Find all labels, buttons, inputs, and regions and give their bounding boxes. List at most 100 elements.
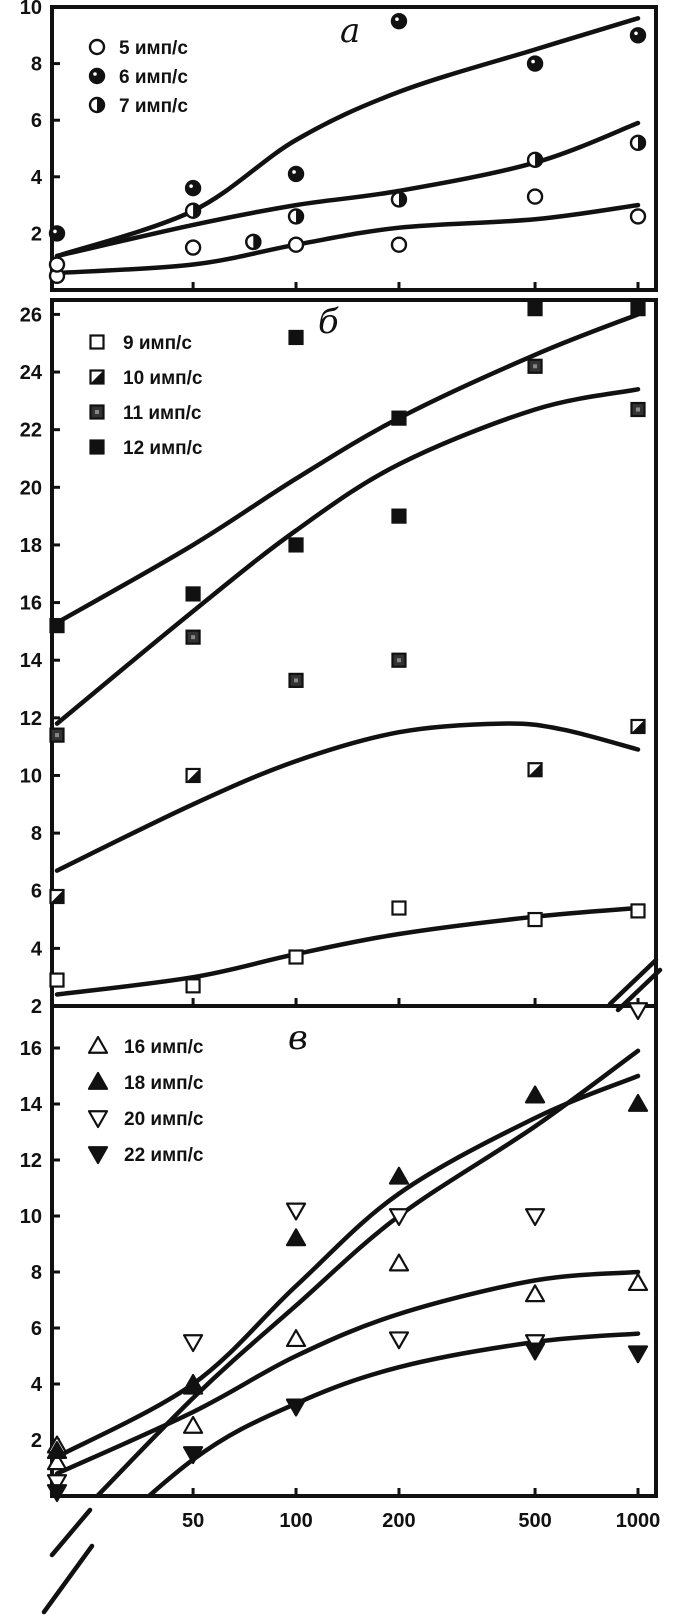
data-point — [391, 652, 407, 668]
fit-curve — [145, 1331, 641, 1496]
fit-curve — [54, 905, 641, 997]
fit-curve — [54, 1073, 641, 1460]
data-point — [391, 410, 407, 426]
fit-curve — [54, 721, 641, 873]
data-point — [388, 1253, 410, 1272]
legend-marker — [88, 96, 106, 114]
fit-curve — [54, 387, 641, 726]
x-tick-label: 100 — [279, 1510, 312, 1532]
data-point — [526, 55, 544, 72]
data-point — [285, 1398, 307, 1417]
legend-label: 11 имп/с — [123, 403, 202, 424]
data-point — [524, 1284, 546, 1303]
data-point — [524, 1208, 546, 1227]
data-point — [287, 236, 305, 253]
legend-label: 12 имп/с — [123, 438, 203, 459]
y-tick-label: 4 — [31, 167, 43, 189]
data-point — [627, 1345, 649, 1364]
data-point — [46, 1484, 68, 1503]
fit-curve — [54, 312, 641, 625]
data-point — [527, 911, 543, 928]
axis-break-mark — [607, 957, 659, 1007]
data-point — [630, 401, 646, 418]
legend-label: 7 имп/с — [119, 96, 188, 117]
data-point — [185, 629, 201, 645]
data-point — [182, 1334, 204, 1353]
fit-curves — [54, 1048, 641, 1496]
y-tick-label: 6 — [31, 110, 42, 132]
data-point — [288, 329, 304, 346]
data-point — [185, 978, 201, 994]
y-tick-label: 2 — [31, 1430, 42, 1452]
y-tick-label: 6 — [31, 881, 42, 903]
legend-marker — [87, 1035, 109, 1054]
data-point — [390, 236, 408, 253]
data-point — [627, 1273, 649, 1292]
panel-letter: а — [340, 11, 360, 51]
y-tick-label: 20 — [20, 477, 42, 499]
data-point — [630, 903, 646, 919]
y-tick-label: 22 — [20, 420, 42, 442]
data-point — [46, 1474, 68, 1493]
panel-v: 2 4 6 8 10 12 14 16 в 16 имп/с 18 имп/с 20 имп/с 22 … — [20, 1002, 658, 1503]
data-point — [526, 151, 544, 169]
data-point — [49, 888, 65, 905]
data-point — [184, 202, 202, 219]
y-tick-label: 12 — [20, 708, 42, 730]
data-point — [627, 1093, 649, 1112]
x-tick-label: 50 — [182, 1510, 204, 1532]
y-tick-label: 14 — [20, 650, 43, 672]
fit-curves — [54, 16, 641, 276]
data-point — [524, 1085, 546, 1104]
fit-curve — [94, 1048, 641, 1496]
data-point — [391, 508, 407, 524]
x-tick-label: 1000 — [616, 1510, 661, 1532]
legend-label: 6 имп/с — [119, 67, 188, 88]
legend-label: 16 имп/с — [124, 1037, 204, 1058]
data-point — [527, 762, 543, 778]
data-point — [182, 1415, 204, 1434]
fit-curve — [54, 120, 641, 259]
y-tick-label: 8 — [31, 54, 42, 76]
data-point — [629, 134, 647, 152]
data-point — [184, 179, 202, 197]
legend-label: 9 имп/с — [123, 333, 192, 354]
data-point — [287, 165, 305, 183]
legend-marker — [88, 38, 106, 56]
data-point — [629, 208, 647, 225]
x-axis: 50 100 200 500 1000 — [41, 957, 663, 1615]
y-tick-label: 6 — [31, 1318, 42, 1340]
y-tick-label: 10 — [20, 765, 42, 787]
curve-extension — [41, 1543, 95, 1615]
data-point — [630, 718, 646, 735]
legend-label: 10 имп/с — [123, 368, 203, 389]
y-tick-label: 4 — [31, 1374, 43, 1396]
data-point — [627, 1002, 649, 1021]
data-point — [391, 900, 407, 916]
y-tick-label: 14 — [20, 1094, 43, 1116]
data-point — [524, 1342, 546, 1361]
legend-marker — [87, 1146, 109, 1165]
data-point — [527, 301, 543, 317]
data-point — [182, 1376, 204, 1395]
fit-curve — [54, 202, 641, 276]
legend-marker — [89, 404, 105, 420]
y-tick-label: 18 — [20, 535, 42, 557]
y-tick-label: 26 — [20, 304, 42, 326]
y-tick-label: 10 — [20, 1206, 42, 1228]
data-point — [46, 1452, 68, 1471]
x-tick-label: 200 — [382, 1510, 415, 1532]
data-point — [388, 1166, 410, 1185]
y-tick-label: 12 — [20, 1150, 42, 1172]
data-point — [390, 12, 408, 30]
y-tick-label: 8 — [31, 823, 42, 845]
y-tick-label: 24 — [20, 362, 43, 384]
y-tick-label: 4 — [31, 938, 43, 960]
data-point — [629, 27, 647, 44]
legend-label: 22 имп/с — [124, 1145, 204, 1166]
data-point — [630, 301, 646, 317]
fit-curve — [54, 1269, 641, 1476]
data-point — [288, 672, 304, 688]
data-point — [48, 256, 66, 273]
